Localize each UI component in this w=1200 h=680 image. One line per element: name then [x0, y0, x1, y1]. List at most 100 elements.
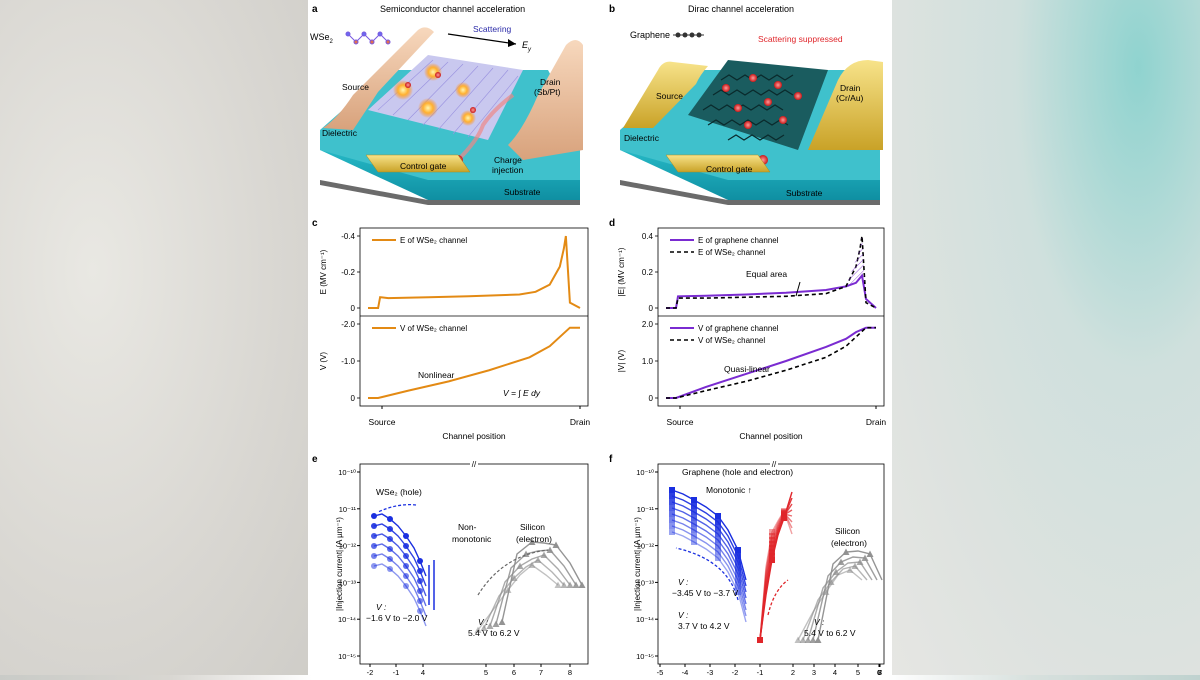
silicon-curve-marker — [552, 541, 560, 548]
x-tick-label: -2 — [732, 668, 739, 675]
panel-a-material: WSe2 — [310, 32, 334, 45]
scattering-glow — [424, 63, 442, 81]
panel-b-illustration: b Dirac channel acceleration Graphene Sc… — [609, 4, 883, 205]
wse2-curve-marker — [387, 556, 393, 562]
graphene-hole-curve-marker — [735, 559, 741, 565]
silicon-label-f: Silicon — [835, 526, 860, 536]
wse2-curve-marker — [371, 543, 377, 549]
wse2-curve-marker — [403, 543, 409, 549]
graphene-hole-curve-marker — [735, 589, 741, 595]
graphene-hole-curve-marker — [715, 543, 721, 549]
wse2-curve-marker — [387, 546, 393, 552]
scattering-glow — [460, 110, 476, 126]
graphene-hole-curve-marker — [669, 529, 675, 535]
panel-a-substrate-label: Substrate — [504, 187, 541, 197]
graphene-hole-curve-line — [671, 525, 747, 617]
series-line — [666, 235, 877, 309]
y-axis-label: V (V) — [319, 352, 328, 371]
silicon-curve-marker — [480, 624, 488, 631]
control-gate — [365, 154, 471, 173]
graphene-electron-curve-marker — [781, 508, 787, 514]
wse2-channel — [368, 55, 523, 140]
wse2-curve-marker — [371, 563, 377, 569]
silicon-curve-marker — [528, 538, 536, 545]
vds-electron-label: V : — [678, 610, 689, 620]
graphene-hole-curve-marker — [691, 527, 697, 533]
x-tick-label: 8 — [568, 668, 572, 675]
wse2-curve-marker — [403, 573, 409, 579]
panel-a-illustration: a Semiconductor channel acceleration WSe… — [310, 4, 583, 205]
panel-e-letter: e — [312, 454, 318, 465]
graphene-hole-curve-marker — [691, 503, 697, 509]
silicon-curve-f-line — [817, 550, 883, 641]
y-tick-label: 0 — [351, 394, 356, 403]
y-tick-label: 10⁻¹⁵ — [338, 652, 356, 661]
wse2-curve-marker — [417, 578, 423, 584]
y-tick-label: 10⁻¹⁰ — [338, 468, 356, 477]
y-tick-label: 0.4 — [642, 232, 654, 241]
silicon-label: Silicon — [520, 522, 545, 532]
field-arrow-head — [508, 39, 516, 47]
x-axis-label: Channel position — [442, 431, 506, 441]
y-tick-label: 0.2 — [642, 268, 654, 277]
x-tick-label: -1 — [393, 668, 400, 675]
silicon-curve-marker — [572, 581, 580, 588]
graphene-hole-curve-line — [671, 513, 747, 605]
x-tick-label: 6 — [512, 668, 516, 675]
x-tick-label: 2 — [791, 668, 795, 675]
graphene-lattice — [702, 74, 794, 141]
graphene-hole-curve-marker — [735, 553, 741, 559]
panel-a-source-label: Source — [342, 82, 369, 92]
panel-a-drain-metal: (Sb/Pt) — [534, 87, 561, 97]
silicon-curve-f-marker — [804, 636, 812, 643]
legend-label: V of WSe₂ channel — [400, 324, 467, 333]
graphene-hole-curve-marker — [735, 577, 741, 583]
graphene-hole-curve-line — [671, 519, 747, 611]
background-blur-left — [0, 0, 310, 675]
y-axis-label: |Injection current| (A µm⁻¹) — [335, 517, 344, 611]
silicon-curve-f-marker — [809, 636, 817, 643]
silicon-curve-f-marker — [846, 566, 854, 573]
wse2-curve-marker — [417, 608, 423, 614]
graphene-electron-curve-line — [759, 509, 793, 641]
panel-b-scattering-label: Scattering suppressed — [758, 34, 843, 44]
y-tick-label: 10⁻¹⁴ — [636, 615, 654, 624]
vds-si-range-f: 5.4 V to 6.2 V — [804, 628, 856, 638]
drain-electrode-b — [808, 60, 883, 150]
panels-c-d-charts: -0.4 -0.2 0 E (MV cm⁻¹) E of WSe₂ channel -2.… — [319, 227, 886, 441]
charge-particle — [405, 82, 411, 88]
silicon-curve-line — [483, 559, 565, 629]
series-line — [368, 235, 581, 309]
background-blur-right — [890, 0, 1200, 675]
y-tick-label: 10⁻¹⁴ — [338, 615, 356, 624]
graphene-hole-curve-marker — [691, 509, 697, 515]
y-axis-label: |Injection current| (A µm⁻¹) — [633, 517, 642, 611]
panel-a-field-label: Ey — [522, 40, 532, 53]
y-tick-label: 10⁻¹¹ — [637, 505, 655, 514]
silicon-curve-marker — [534, 556, 542, 563]
axis-break-mark: // — [772, 460, 777, 469]
silicon-label-f-2: (electron) — [831, 538, 867, 548]
y-tick-label: 10⁻¹³ — [339, 578, 357, 587]
equal-area-hatch — [846, 236, 866, 303]
panel-b-drain-label: Drain — [840, 83, 861, 93]
panel-b-source-label: Source — [656, 91, 683, 101]
graphene-hole-curve-marker — [669, 493, 675, 499]
silicon-curve-marker — [560, 581, 568, 588]
graphene-hole-curve-marker — [715, 519, 721, 525]
graphene-icon — [673, 32, 704, 38]
scattering-glow — [455, 82, 471, 98]
wse2-curve-marker — [417, 598, 423, 604]
wse2-curve-marker — [417, 558, 423, 564]
field-arrow — [447, 33, 517, 45]
x-tick-label: 5 — [484, 668, 488, 675]
x-tick-label: 7 — [878, 668, 882, 675]
vds-label: V : — [478, 617, 489, 627]
silicon-curve-f-marker — [837, 558, 845, 565]
hole-arrow — [675, 547, 739, 601]
charge-particle — [470, 107, 476, 113]
x-tick-label: -1 — [757, 668, 764, 675]
graphene-hole-curve-marker — [715, 537, 721, 543]
x-tick-label: -2 — [367, 668, 374, 675]
drain-electrode — [508, 40, 583, 160]
